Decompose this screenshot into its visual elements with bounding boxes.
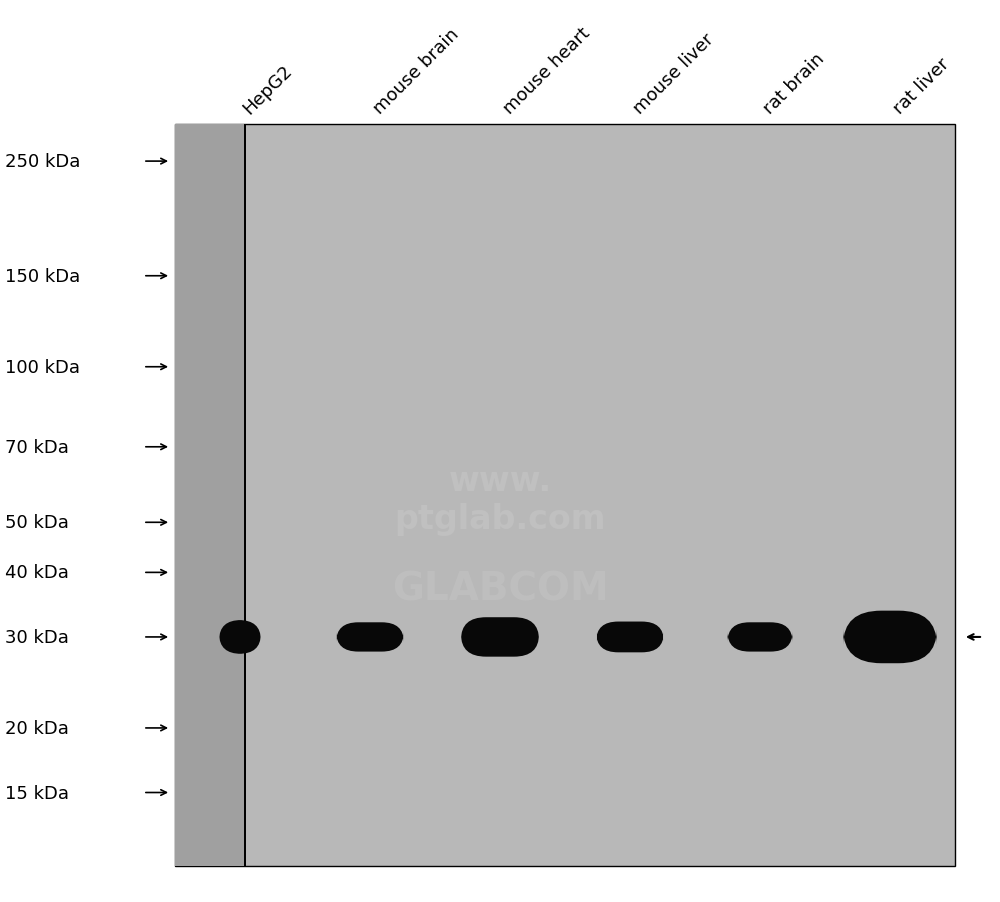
FancyBboxPatch shape (461, 618, 539, 657)
Text: HepG2: HepG2 (240, 61, 296, 117)
Text: 30 kDa: 30 kDa (5, 629, 69, 646)
FancyBboxPatch shape (336, 622, 404, 652)
FancyBboxPatch shape (596, 621, 664, 653)
Text: 15 kDa: 15 kDa (5, 784, 69, 802)
Bar (175, 124, 245, 866)
FancyBboxPatch shape (728, 622, 792, 652)
Text: 20 kDa: 20 kDa (5, 719, 69, 737)
Text: 40 kDa: 40 kDa (5, 564, 69, 582)
Text: 70 kDa: 70 kDa (5, 438, 69, 456)
Text: 50 kDa: 50 kDa (5, 514, 69, 531)
Text: mouse brain: mouse brain (370, 25, 462, 117)
Text: 250 kDa: 250 kDa (5, 153, 80, 170)
Text: mouse heart: mouse heart (500, 24, 594, 117)
Text: rat brain: rat brain (760, 50, 828, 117)
Text: 150 kDa: 150 kDa (5, 267, 80, 285)
Bar (175, 124, 955, 866)
Text: mouse liver: mouse liver (630, 31, 717, 117)
Text: GLABCOM: GLABCOM (392, 570, 608, 608)
Text: rat liver: rat liver (890, 55, 953, 117)
FancyBboxPatch shape (843, 611, 937, 664)
Text: www.
ptglab.com: www. ptglab.com (394, 465, 606, 536)
FancyBboxPatch shape (219, 621, 261, 654)
Text: 100 kDa: 100 kDa (5, 358, 80, 376)
Bar (244, 124, 246, 866)
